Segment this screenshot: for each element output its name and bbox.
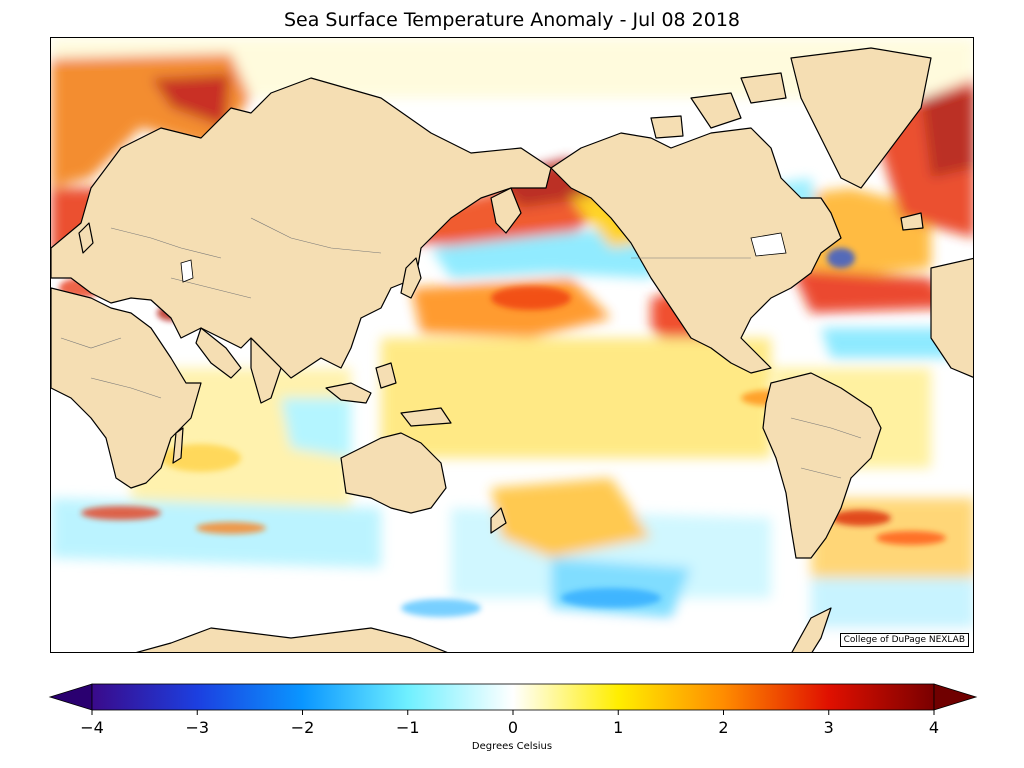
colorbar-tick-label: 2 (718, 718, 728, 737)
sst-anomaly-map: College of DuPage NEXLAB (50, 37, 974, 653)
australia-landmass (340, 432, 447, 514)
colorbar-tick-label: 3 (824, 718, 834, 737)
greenland-landmass (790, 47, 932, 189)
landmasses (51, 47, 973, 652)
colorbar-label: Degrees Celsius (471, 741, 553, 752)
map-canvas (51, 38, 973, 652)
colorbar-tick-label: −4 (80, 718, 104, 737)
colorbar-tick-label: 4 (929, 718, 939, 737)
south-america-landmass (762, 372, 882, 559)
country-borders (60, 217, 862, 479)
colorbar-tick-label: −1 (396, 718, 420, 737)
colorbar-max-arrow (933, 683, 978, 711)
map-title: Sea Surface Temperature Anomaly - Jul 08… (283, 9, 741, 31)
inland-water (180, 232, 787, 283)
colorbar-min-arrow (48, 683, 93, 711)
colorbar-tick-label: 0 (508, 718, 518, 737)
colorbar-tick-label: −3 (185, 718, 209, 737)
colorbar: −4 −3 −2 −1 0 1 2 3 4 (48, 683, 978, 737)
colorbar-body (91, 683, 935, 711)
colorbar-tick-label: −2 (291, 718, 315, 737)
africa-landmass (51, 287, 202, 489)
credit-label: College of DuPage NEXLAB (839, 633, 969, 647)
antarctica-landmass (136, 627, 448, 652)
colorbar-ticks: −4 −3 −2 −1 0 1 2 3 4 (80, 710, 939, 737)
colorbar-tick-label: 1 (613, 718, 623, 737)
north-america-landmass (550, 127, 842, 374)
